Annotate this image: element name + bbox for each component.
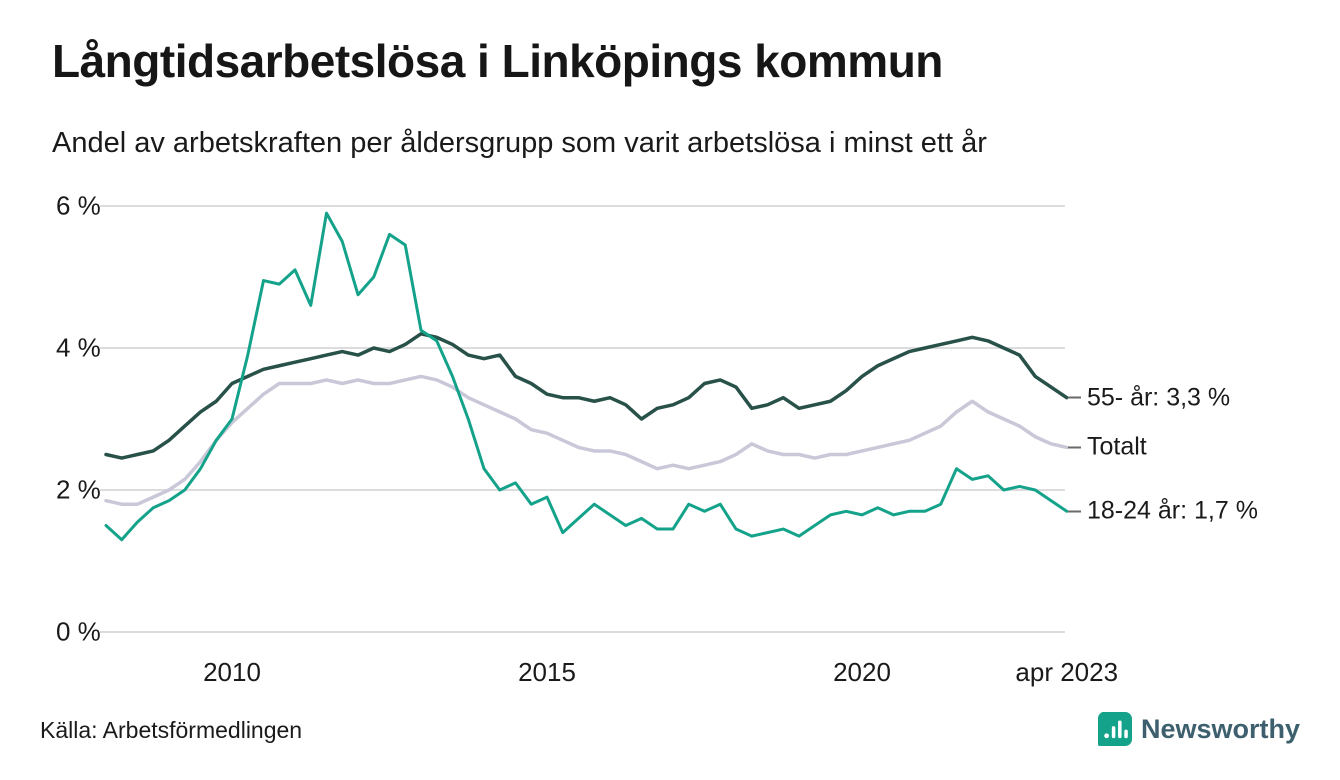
series-end-label-55-ar: 55- år: 3,3 % [1068, 383, 1230, 412]
series-end-label-text: 55- år: 3,3 % [1087, 383, 1231, 412]
x-tick-label-2020: 2020 [833, 657, 891, 687]
y-tick-label-6: 6 % [56, 190, 101, 221]
newsworthy-wordmark: Newsworthy [1140, 713, 1300, 744]
y-tick-label-2: 2 % [56, 474, 101, 505]
series-end-label-totalt: Totalt [1068, 433, 1147, 462]
newsworthy-logo: Newsworthy [1097, 712, 1300, 746]
icon-bar-3 [1124, 729, 1128, 739]
x-tick-label-2010: 2010 [203, 657, 261, 687]
chart-title: Långtidsarbetslösa i Linköpings kommun [52, 35, 943, 87]
y-tick-label-0: 0 % [56, 616, 101, 647]
source-note: Källa: Arbetsförmedlingen [40, 717, 303, 743]
end-label-tick [1068, 446, 1081, 449]
chart-subtitle: Andel av arbetskraften per åldersgrupp s… [52, 127, 987, 159]
x-tick-label-2015: 2015 [518, 657, 576, 687]
x-tick-label-apr-2023: apr 2023 [1015, 657, 1119, 687]
series-end-label-text: 18-24 år: 1,7 % [1087, 496, 1258, 525]
series-end-label-text: Totalt [1087, 432, 1147, 461]
y-tick-label-4: 4 % [56, 332, 101, 363]
end-label-tick [1068, 396, 1081, 399]
icon-bar-1 [1111, 726, 1116, 739]
end-label-tick [1068, 510, 1081, 513]
series-end-label-18-24-ar: 18-24 år: 1,7 % [1068, 497, 1258, 526]
icon-bar-2 [1118, 720, 1122, 739]
icon-dot [1104, 733, 1109, 739]
bar-chart-bubble-icon [1097, 712, 1132, 746]
